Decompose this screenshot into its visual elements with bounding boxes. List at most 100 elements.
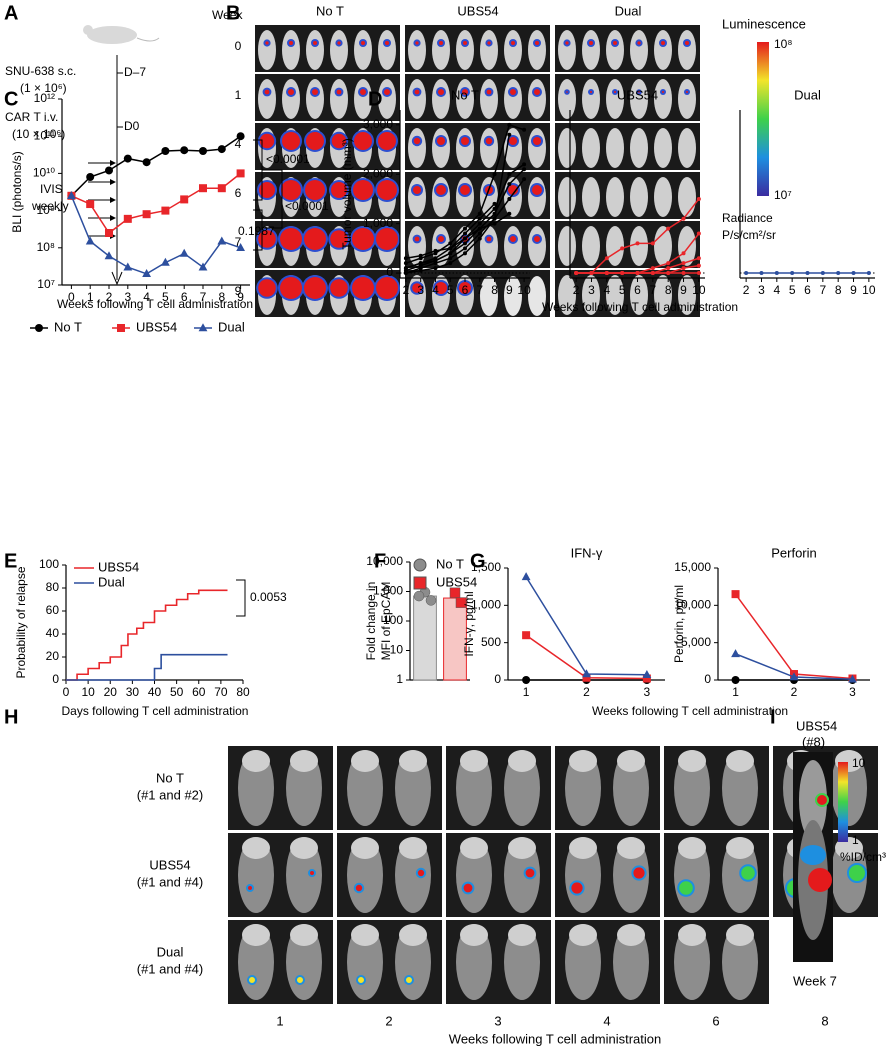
marker	[666, 266, 671, 271]
y-tick-label: 3,000	[363, 117, 393, 131]
mouse	[378, 79, 396, 119]
marker	[589, 271, 594, 276]
y-tick-label: 10⁹	[37, 203, 56, 217]
marker	[522, 162, 527, 167]
marker	[198, 262, 208, 271]
panel-letter: I	[770, 706, 776, 728]
marker	[418, 253, 423, 258]
y-tick-label: 10,000	[674, 598, 711, 612]
color-scale	[757, 42, 769, 196]
x-tick-label: 4	[603, 283, 610, 297]
marker	[836, 271, 841, 276]
units: %ID/cm³	[840, 850, 886, 864]
mouse	[678, 226, 696, 266]
tumor-signal	[356, 975, 366, 985]
y-tick-label: 1,000	[363, 216, 393, 230]
inset-title: (#8)	[802, 734, 825, 749]
bracket	[236, 579, 246, 617]
row-label: Dual	[157, 944, 184, 959]
marker	[236, 132, 245, 141]
marker	[433, 258, 438, 263]
x-tick-label: 80	[236, 685, 250, 699]
mouse	[630, 177, 648, 217]
marker	[477, 226, 482, 231]
marker	[117, 324, 125, 332]
mouse	[678, 30, 696, 70]
signal	[686, 91, 688, 93]
mouse-icon	[83, 25, 93, 35]
marker	[448, 251, 453, 256]
image-cell	[255, 74, 400, 121]
x-tick-label: 4	[773, 283, 780, 297]
mouse	[528, 30, 546, 70]
mouse	[630, 30, 648, 70]
column-label: 1	[276, 1013, 283, 1028]
signal	[509, 137, 517, 145]
event-day: D0	[124, 119, 140, 133]
marker	[433, 248, 438, 253]
marker	[123, 262, 133, 271]
mouse	[582, 128, 600, 168]
x-tick-label: 9	[850, 283, 857, 297]
y-tick-label: 0	[704, 672, 711, 686]
x-tick-label: 7	[649, 283, 656, 297]
panel-letter: C	[4, 88, 18, 110]
marker	[681, 251, 686, 256]
signal	[336, 89, 342, 95]
x-tick-label: 4	[432, 283, 439, 297]
signal	[412, 283, 422, 293]
marker	[35, 324, 43, 332]
x-tick-label: 0	[63, 685, 70, 699]
signal	[413, 137, 421, 145]
mouse	[654, 79, 672, 119]
signal	[280, 228, 302, 250]
signal	[352, 277, 374, 299]
x-tick-label: 2	[743, 283, 750, 297]
marker	[851, 271, 856, 276]
image-cell	[255, 25, 400, 72]
mouse	[504, 226, 522, 266]
signal	[353, 180, 373, 200]
marker	[142, 269, 151, 278]
signal	[376, 277, 398, 299]
series-line	[405, 134, 511, 274]
skull	[508, 837, 536, 859]
marker	[123, 154, 132, 163]
pet-images	[228, 746, 878, 1004]
mouse	[504, 79, 522, 119]
x-tick-label: 30	[126, 685, 140, 699]
x-tick-label: 70	[214, 685, 228, 699]
marker	[507, 132, 512, 137]
scale-min: 1	[852, 833, 859, 847]
panel-letter: G	[470, 550, 486, 572]
marker	[492, 201, 497, 206]
mouse	[630, 79, 648, 119]
skull	[399, 750, 427, 772]
column-label: 4	[603, 1013, 610, 1028]
signal	[413, 186, 421, 194]
marker	[236, 169, 245, 178]
skull	[678, 837, 706, 859]
x-tick-label: 40	[148, 685, 162, 699]
signal	[459, 282, 471, 294]
signal	[437, 137, 445, 145]
tumor-signal	[461, 881, 475, 895]
skull	[508, 924, 536, 946]
skull	[569, 924, 597, 946]
marker	[477, 231, 482, 236]
marker	[236, 243, 245, 251]
marker	[463, 236, 467, 241]
marker	[198, 323, 208, 332]
y-axis-label: MFI of EpCAM	[379, 582, 393, 661]
mouse	[558, 226, 576, 266]
skull	[569, 837, 597, 859]
y-tick-label: 1,000	[373, 584, 403, 598]
x-axis-label: Weeks following T cell administration	[449, 1031, 661, 1046]
mouse	[558, 177, 576, 217]
signal	[258, 279, 276, 297]
skull	[242, 837, 270, 859]
signal	[414, 89, 420, 95]
chart-title: UBS54	[617, 87, 658, 102]
signal	[361, 41, 365, 45]
y-tick-label: 1	[396, 672, 403, 686]
